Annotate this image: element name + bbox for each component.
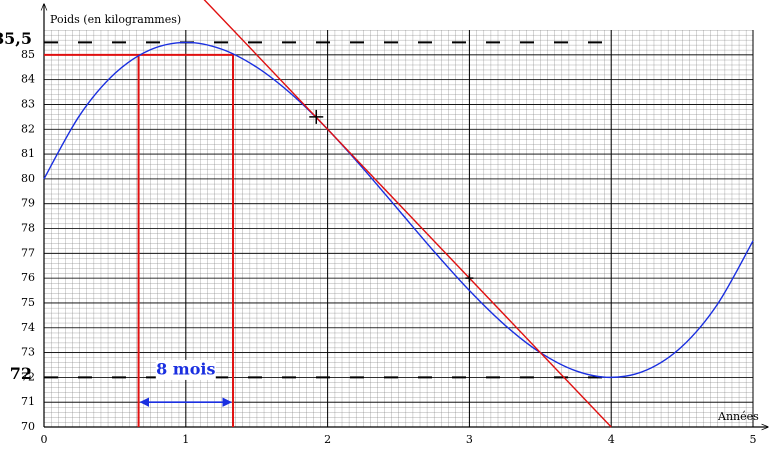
x-tick-label: 2 bbox=[324, 433, 331, 446]
y-tick-label: 78 bbox=[21, 222, 35, 235]
series-line bbox=[203, 0, 612, 428]
y-tick-label: 71 bbox=[21, 395, 35, 408]
y-tick-label: 75 bbox=[21, 296, 35, 309]
x-axis-label: Années bbox=[717, 410, 759, 423]
series-line bbox=[43, 41, 754, 379]
y-tick-label: 85 bbox=[21, 48, 35, 61]
arrow-label-bg bbox=[155, 359, 216, 380]
x-tick-label: 1 bbox=[182, 433, 189, 446]
y-tick-label: 74 bbox=[21, 321, 35, 334]
y-tick-label: 80 bbox=[21, 172, 35, 185]
y-tick-label: 79 bbox=[21, 197, 35, 210]
y-tick-label: 70 bbox=[21, 420, 35, 433]
y-tick-label: 76 bbox=[21, 271, 35, 284]
y-tick-label: 81 bbox=[21, 147, 35, 160]
y-tick-label: 77 bbox=[21, 246, 35, 259]
y-tick-label: 73 bbox=[21, 346, 35, 359]
x-tick-label: 3 bbox=[466, 433, 473, 446]
annotation-label: 72 bbox=[10, 364, 32, 383]
y-axis-label: Poids (en kilogrammes) bbox=[50, 13, 181, 26]
annotation-label: 85,5 bbox=[0, 29, 32, 48]
x-tick-label: 0 bbox=[41, 433, 48, 446]
arrow-label: 8 mois bbox=[156, 359, 215, 378]
y-tick-label: 72 bbox=[21, 370, 35, 383]
point-cross bbox=[465, 274, 474, 283]
x-tick-label: 4 bbox=[608, 433, 615, 446]
point-cross bbox=[309, 109, 324, 124]
x-tick-label: 5 bbox=[750, 433, 757, 446]
y-tick-label: 82 bbox=[21, 122, 35, 135]
y-tick-label: 84 bbox=[21, 73, 35, 86]
y-tick-label: 83 bbox=[21, 97, 35, 110]
